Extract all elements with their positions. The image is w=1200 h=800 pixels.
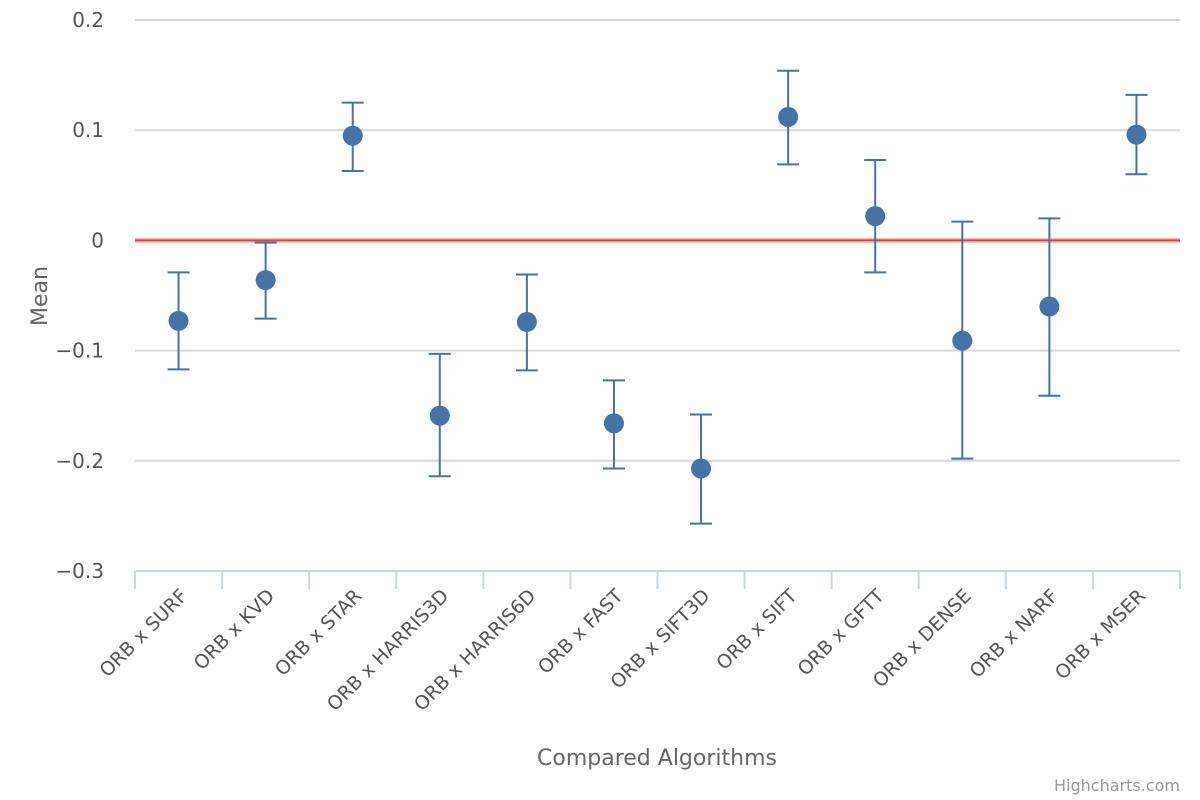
x-axis-title: Compared Algorithms	[537, 746, 777, 771]
y-tick-label: 0.2	[72, 8, 104, 32]
credits-link[interactable]: Highcharts.com	[1054, 776, 1180, 795]
data-point[interactable]	[865, 206, 886, 227]
data-point[interactable]	[168, 310, 189, 331]
x-tick-label: ORB x NARF	[965, 585, 1062, 682]
y-tick-label: −0.2	[55, 449, 104, 473]
data-series	[167, 69, 1148, 525]
data-point[interactable]	[1039, 296, 1060, 317]
data-point[interactable]	[691, 458, 712, 479]
data-point[interactable]	[516, 311, 537, 332]
data-point[interactable]	[603, 413, 624, 434]
y-tick-label: −0.1	[55, 339, 104, 363]
data-point[interactable]	[255, 270, 276, 291]
y-tick-label: 0	[91, 228, 104, 252]
data-point[interactable]	[429, 405, 450, 426]
data-point[interactable]	[778, 106, 799, 127]
x-tick-label: ORB x SIFT	[712, 585, 802, 675]
data-point[interactable]	[342, 125, 363, 146]
x-tick-label: ORB x SURF	[95, 585, 192, 682]
y-tick-label: 0.1	[72, 118, 104, 142]
data-point[interactable]	[952, 330, 973, 351]
x-tick-label: ORB x FAST	[534, 585, 628, 679]
x-tick-label: ORB x STAR	[271, 585, 366, 680]
x-axis	[134, 570, 1181, 589]
y-axis-tick-labels: 0.2 0.1 0 −0.1 −0.2 −0.3	[55, 8, 104, 583]
y-tick-label: −0.3	[55, 559, 104, 583]
data-point[interactable]	[1126, 124, 1147, 145]
x-tick-label: ORB x GFTT	[793, 585, 889, 681]
y-axis-title: Mean	[28, 266, 53, 326]
x-tick-label: ORB x MSER	[1051, 585, 1150, 684]
x-tick-label: ORB x KVD	[190, 585, 280, 675]
